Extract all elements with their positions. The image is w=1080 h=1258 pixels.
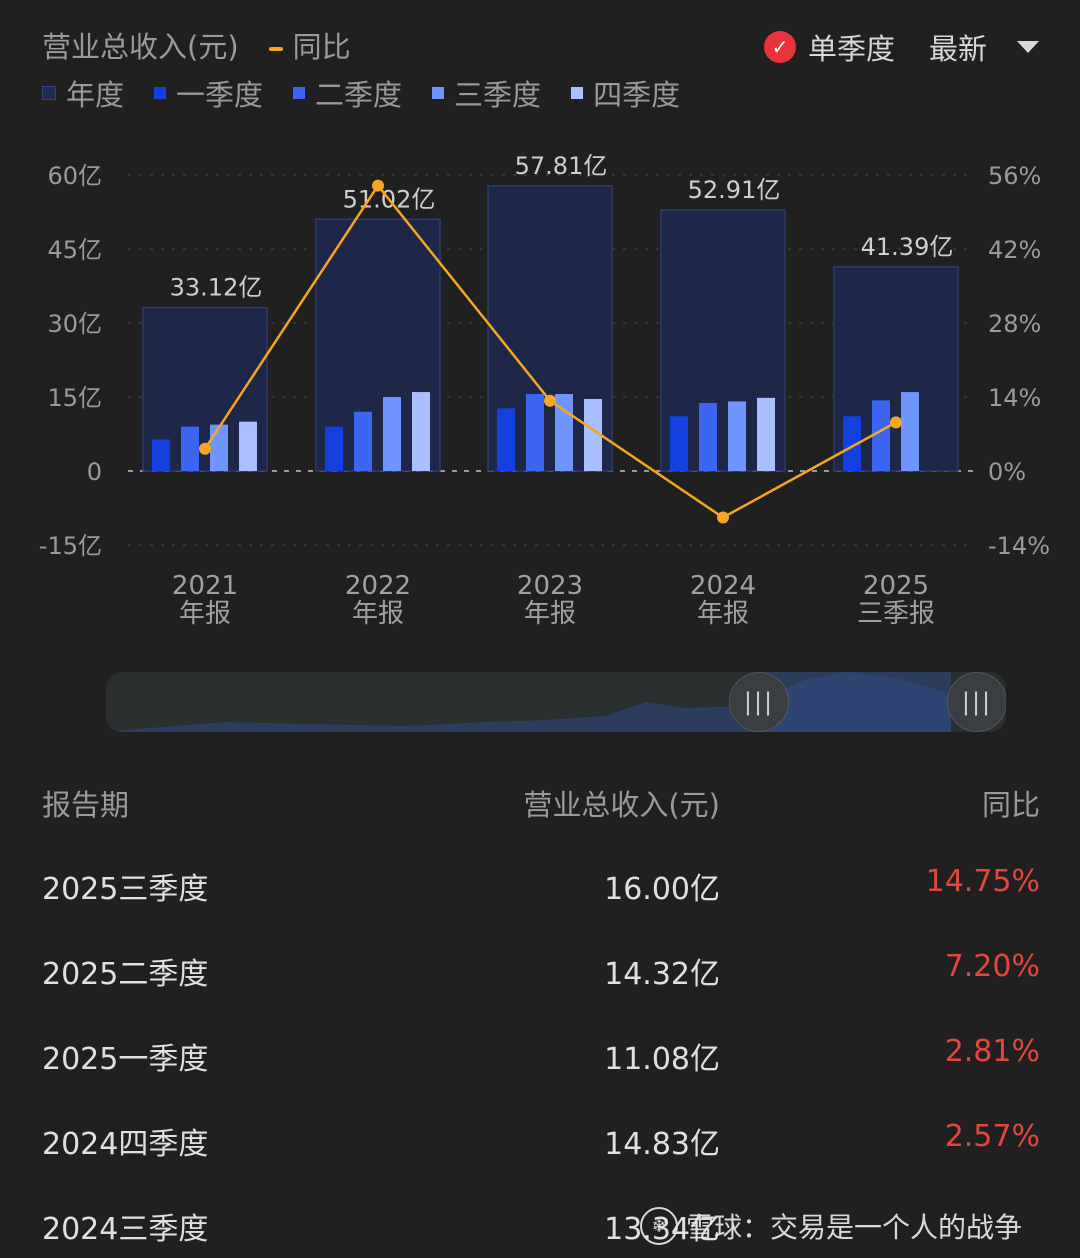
annual-value-label: 33.12亿 bbox=[170, 274, 263, 302]
legend-item-q3[interactable]: 三季度 bbox=[432, 72, 541, 114]
yoy-legend-line bbox=[268, 47, 283, 51]
quarter-bar bbox=[584, 398, 602, 471]
quarter-bar bbox=[670, 416, 688, 471]
quarter-bar bbox=[526, 394, 544, 471]
legend-label: 三季度 bbox=[454, 78, 542, 112]
table-row-period[interactable]: 2024四季度 bbox=[42, 1127, 209, 1162]
legend-swatch bbox=[293, 87, 306, 99]
y-right-tick-label: 28% bbox=[988, 310, 1041, 338]
table-row-value: 11.08亿 bbox=[604, 1042, 720, 1077]
quarter-toggle[interactable]: ✓ 单季度 最新 bbox=[764, 26, 1040, 68]
table-row-period[interactable]: 2025二季度 bbox=[42, 957, 209, 992]
quarter-bar bbox=[239, 421, 257, 471]
x-tick-label: 2023 bbox=[517, 571, 583, 601]
quarter-toggle-label[interactable]: 单季度 bbox=[808, 32, 896, 66]
table-header-revenue[interactable]: 营业总收入(元) bbox=[523, 788, 720, 822]
yoy-point bbox=[372, 179, 384, 192]
x-tick-label: 年报 bbox=[697, 599, 749, 629]
legend-swatch bbox=[42, 86, 56, 100]
chart-title: 营业总收入(元) bbox=[42, 30, 239, 64]
y-right-tick-label: 56% bbox=[988, 162, 1041, 190]
snowball-logo-icon: ❄ bbox=[640, 1207, 678, 1245]
slider-preview-area bbox=[106, 672, 951, 732]
x-tick-label: 2022 bbox=[345, 571, 411, 601]
yoy-point bbox=[717, 511, 729, 524]
y-left-tick-label: 30亿 bbox=[47, 310, 102, 338]
y-right-tick-label: 42% bbox=[988, 236, 1041, 264]
y-left-tick-label: 15亿 bbox=[47, 384, 102, 412]
x-tick-label: 三季报 bbox=[857, 599, 935, 629]
quarter-bar bbox=[757, 397, 775, 471]
annual-value-label: 57.81亿 bbox=[515, 152, 608, 180]
quarter-bar bbox=[497, 408, 515, 471]
yoy-point bbox=[544, 394, 556, 407]
y-right-tick-label: -14% bbox=[988, 532, 1050, 560]
quarter-bar bbox=[412, 392, 430, 471]
legend-label: 二季度 bbox=[315, 78, 403, 112]
period-select-label[interactable]: 最新 bbox=[929, 32, 988, 66]
chevron-down-icon[interactable] bbox=[1017, 41, 1040, 53]
quarter-bar bbox=[152, 439, 170, 471]
revenue-chart[interactable]: 60亿 56% 45亿 42% 30亿 28% 15亿 14% 0 0% -15亿 -14% 33.12… bbox=[0, 140, 1080, 650]
x-tick-label: 2024 bbox=[690, 571, 756, 601]
y-right-tick-label: 14% bbox=[988, 384, 1041, 412]
quarter-bar bbox=[843, 416, 861, 471]
legend-label: 一季度 bbox=[176, 78, 264, 112]
y-left-tick-label: 45亿 bbox=[47, 236, 102, 264]
legend-item-q4[interactable]: 四季度 bbox=[571, 72, 680, 114]
table-row-yoy: 14.75% bbox=[925, 864, 1040, 899]
slider-handle-right[interactable]: ||| bbox=[947, 672, 1006, 732]
table-header-yoy[interactable]: 同比 bbox=[981, 788, 1040, 822]
table-row-value: 14.83亿 bbox=[604, 1127, 720, 1162]
y-left-tick-label: 0 bbox=[87, 458, 102, 486]
table-row-period[interactable]: 2025三季度 bbox=[42, 872, 209, 907]
x-tick-label: 2025 bbox=[863, 571, 929, 601]
table-row-yoy: 7.20% bbox=[944, 949, 1040, 984]
chart-title-row: 营业总收入(元) 同比 bbox=[42, 24, 351, 66]
legend-item-q1[interactable]: 一季度 bbox=[154, 72, 263, 114]
series-legend: 年度 一季度 二季度 三季度 四季度 bbox=[42, 72, 680, 114]
legend-label: 年度 bbox=[66, 78, 125, 112]
quarter-bar bbox=[383, 397, 401, 471]
legend-swatch bbox=[154, 87, 167, 99]
y-left-tick-label: 60亿 bbox=[47, 162, 102, 190]
annual-value-label: 41.39亿 bbox=[861, 233, 954, 261]
quarter-bar bbox=[210, 424, 228, 471]
watermark-text: 雪球：交易是一个人的战争 bbox=[686, 1211, 1023, 1244]
legend-swatch bbox=[432, 87, 445, 99]
x-tick-label: 2021 bbox=[172, 571, 238, 601]
table-header-period[interactable]: 报告期 bbox=[42, 788, 130, 822]
check-icon: ✓ bbox=[764, 31, 796, 63]
legend-swatch bbox=[571, 87, 584, 99]
table-row-yoy: 2.57% bbox=[944, 1119, 1040, 1154]
quarter-bar bbox=[901, 392, 919, 471]
table-row-period[interactable]: 2024三季度 bbox=[42, 1212, 209, 1247]
table-row-period[interactable]: 2025一季度 bbox=[42, 1042, 209, 1077]
yoy-point bbox=[890, 416, 902, 429]
table-row-value: 16.00亿 bbox=[604, 872, 720, 907]
quarter-bar bbox=[699, 402, 717, 471]
quarter-bar bbox=[325, 426, 343, 471]
y-right-tick-label: 0% bbox=[988, 458, 1026, 486]
range-slider[interactable]: ||| ||| bbox=[106, 672, 1006, 732]
x-tick-label: 年报 bbox=[524, 599, 576, 629]
annual-value-label: 52.91亿 bbox=[688, 176, 781, 204]
quarter-bar bbox=[354, 411, 372, 471]
legend-item-q2[interactable]: 二季度 bbox=[293, 72, 402, 114]
legend-item-annual[interactable]: 年度 bbox=[42, 72, 124, 114]
y-left-tick-label: -15亿 bbox=[39, 532, 102, 560]
quarter-bar bbox=[872, 400, 890, 471]
table-row-yoy: 2.81% bbox=[944, 1034, 1040, 1069]
watermark: ❄ 雪球：交易是一个人的战争 bbox=[640, 1206, 1022, 1246]
yoy-point bbox=[199, 442, 211, 455]
quarter-bar bbox=[181, 426, 199, 471]
x-tick-label: 年报 bbox=[352, 599, 404, 629]
slider-handle-left[interactable]: ||| bbox=[729, 672, 789, 732]
quarter-bar bbox=[728, 401, 746, 471]
legend-label: 四季度 bbox=[593, 78, 681, 112]
table-row-value: 14.32亿 bbox=[604, 957, 720, 992]
yoy-legend-label[interactable]: 同比 bbox=[292, 30, 351, 64]
x-tick-label: 年报 bbox=[179, 599, 231, 629]
